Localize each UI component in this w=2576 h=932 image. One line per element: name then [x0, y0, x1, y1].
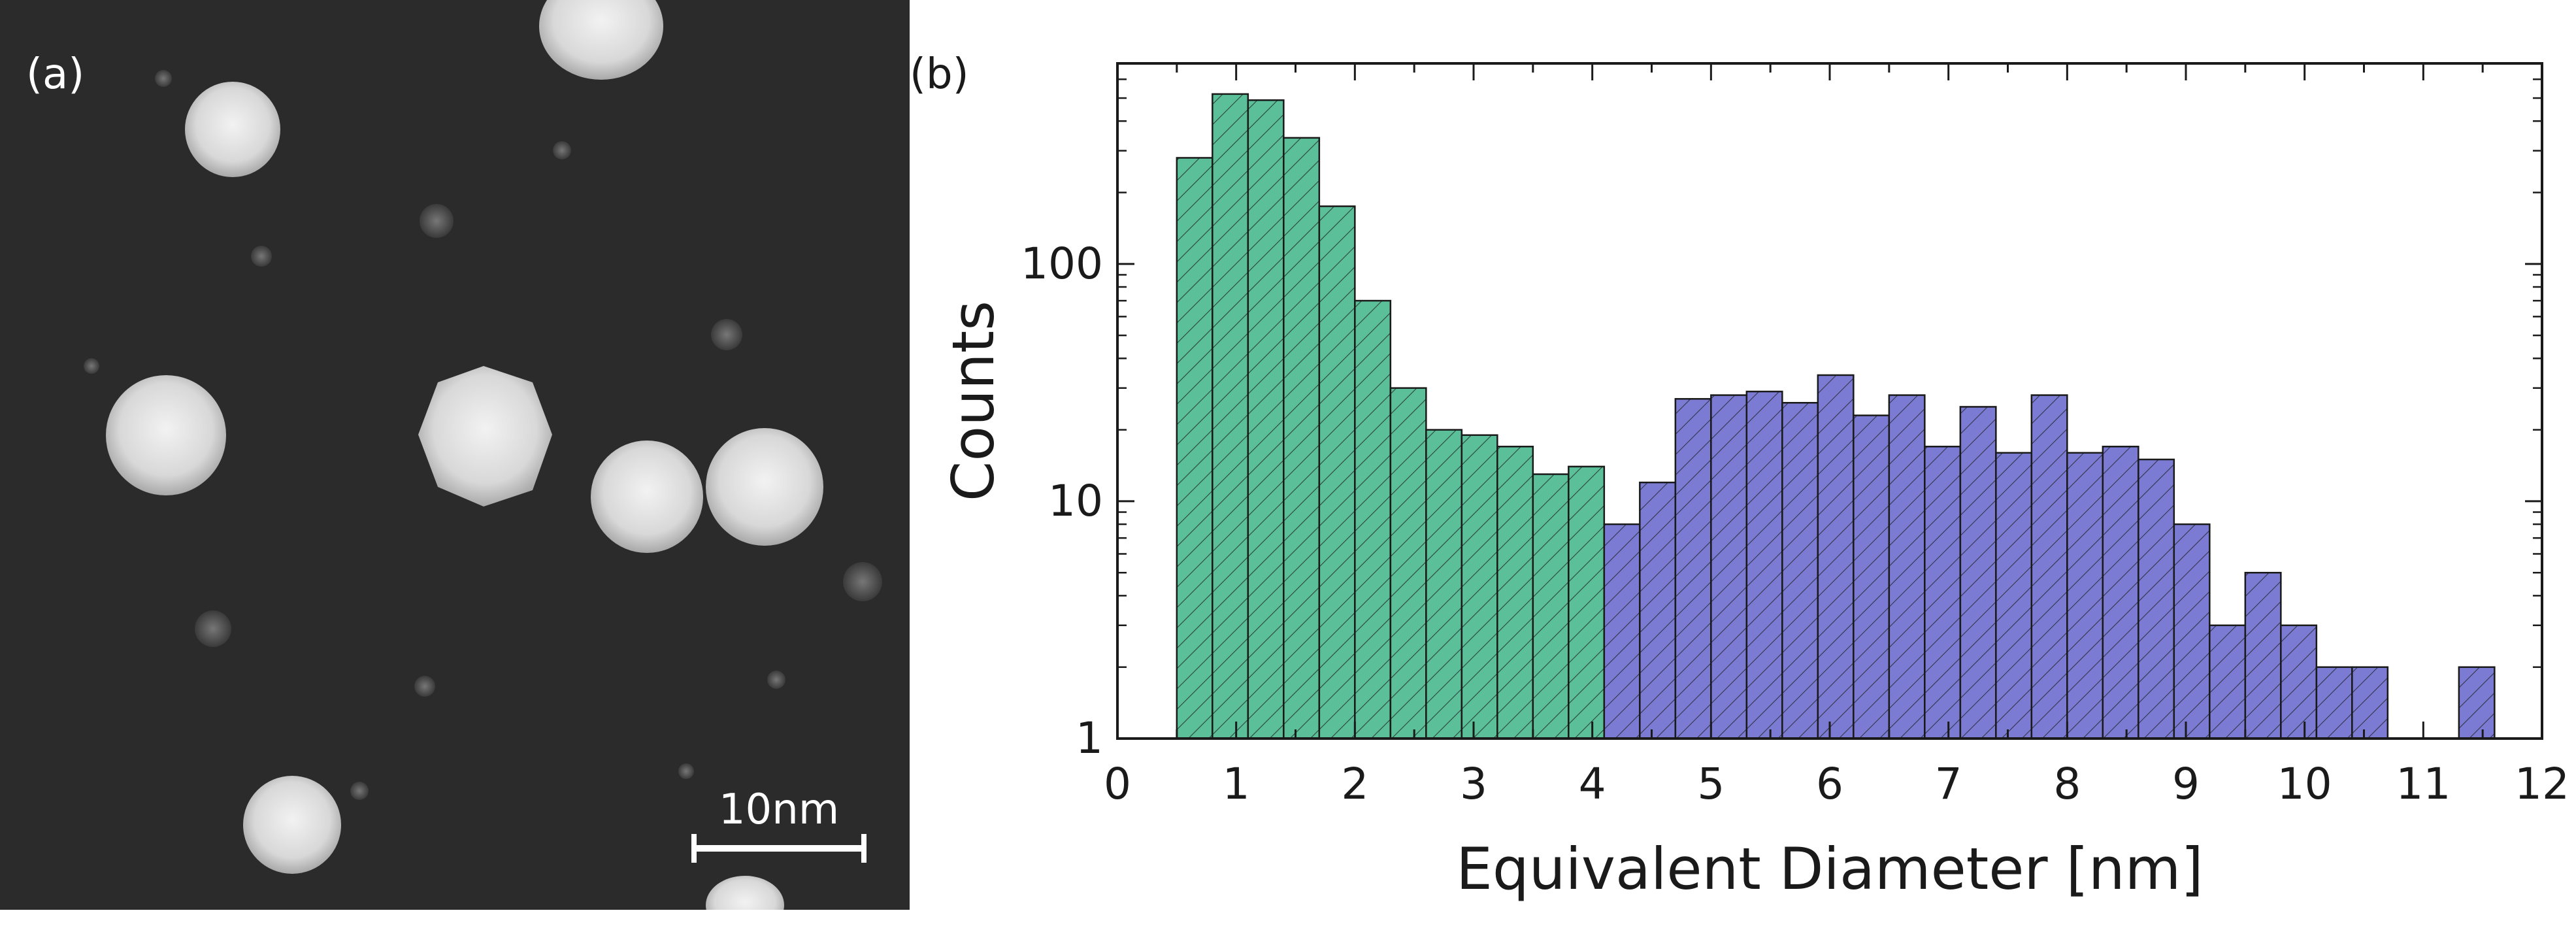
x-tick-label: 8: [2053, 759, 2081, 809]
x-tick-label: 3: [1460, 759, 1487, 809]
histogram-bar-hatch: [2066, 452, 2104, 740]
stem-image-panel: (a) 10nm: [0, 0, 910, 910]
histogram-bar-hatch: [1781, 402, 1819, 740]
histogram-bar-hatch: [1212, 93, 1249, 740]
histogram-bar-hatch: [1603, 523, 1641, 740]
x-tick-label: 12: [2515, 759, 2569, 809]
x-tick-label: 7: [1935, 759, 1962, 809]
histogram-bar-hatch: [1247, 99, 1285, 740]
nanoparticle: [591, 441, 703, 553]
histogram-bar-hatch: [1959, 406, 1997, 740]
histogram-bar-hatch: [1888, 394, 1926, 740]
cluster: [678, 763, 694, 779]
cluster: [420, 204, 454, 238]
histogram-bar-hatch: [1853, 414, 1891, 740]
histogram-bar-hatch: [1318, 205, 1356, 740]
x-tick-label: 6: [1816, 759, 1843, 809]
histogram-bar-hatch: [1568, 465, 1606, 740]
cluster: [251, 246, 272, 267]
x-tick-label: 4: [1579, 759, 1606, 809]
histogram-bar-hatch: [1496, 445, 1534, 740]
x-tick-label: 9: [2172, 759, 2200, 809]
histogram-bar-hatch: [2030, 394, 2068, 740]
histogram-bar-hatch: [1817, 374, 1855, 740]
histogram-bar-hatch: [1745, 390, 1783, 740]
x-tick-label: 11: [2396, 759, 2451, 809]
nanoparticles: [106, 0, 823, 910]
histogram-bar-hatch: [1176, 157, 1214, 740]
nanoparticle: [539, 0, 663, 80]
histogram-bar-hatch: [1639, 481, 1677, 740]
x-tick-label: 10: [2277, 759, 2332, 809]
y-tick-label: 100: [1021, 239, 1103, 289]
nanoparticle: [706, 428, 823, 546]
histogram-bar-hatch: [1710, 394, 1748, 740]
cluster: [843, 562, 882, 601]
nanoparticle: [243, 776, 341, 874]
histogram-bars: [1176, 93, 2496, 740]
x-axis-label: Equivalent Diameter [nm]: [1456, 835, 2203, 903]
nanoparticle: [185, 82, 280, 177]
histogram-bar-hatch: [2315, 666, 2353, 740]
y-tick-label: 1: [1076, 713, 1103, 763]
histogram-bar-hatch: [1461, 434, 1498, 740]
histogram-bar-hatch: [1532, 473, 1570, 740]
nanoparticle: [106, 375, 226, 495]
cluster: [553, 141, 571, 159]
cluster: [414, 676, 435, 697]
histogram-bar-hatch: [2458, 666, 2496, 740]
histogram-bar-hatch: [2280, 624, 2318, 740]
cluster: [195, 610, 231, 647]
y-axis-label: Counts: [940, 301, 1007, 501]
histogram-bar-hatch: [1389, 387, 1427, 740]
nanoparticle: [706, 876, 784, 910]
x-tick-label: 5: [1697, 759, 1725, 809]
histogram-bar-hatch: [2102, 445, 2139, 740]
histogram-bar-hatch: [1354, 299, 1392, 740]
histogram-bar-hatch: [2173, 523, 2211, 740]
histogram-bar-hatch: [1995, 452, 2033, 740]
histogram-bar-hatch: [1674, 398, 1712, 740]
histogram-bar-hatch: [2209, 624, 2247, 740]
small-clusters: [84, 70, 882, 800]
cluster: [155, 70, 172, 87]
histogram-bar-hatch: [2244, 571, 2282, 740]
histogram-bar-hatch: [1283, 137, 1321, 740]
histogram-bar-hatch: [2351, 666, 2389, 740]
x-tick-label: 2: [1341, 759, 1368, 809]
cluster: [711, 319, 742, 350]
histogram-bar-hatch: [1924, 445, 1962, 740]
histogram-bar-hatch: [1425, 429, 1463, 740]
histogram-bar-hatch: [2138, 458, 2175, 740]
cluster: [84, 358, 99, 374]
panel-b-label: (b): [910, 50, 969, 99]
cluster: [767, 671, 785, 689]
scale-bar-label: 10nm: [719, 786, 839, 834]
cluster: [350, 782, 369, 800]
panel-a-label: (a): [26, 50, 84, 99]
y-tick-label: 10: [1048, 476, 1103, 526]
x-tick-label: 1: [1223, 759, 1250, 809]
nanoparticle: [418, 366, 552, 507]
x-tick-label: 0: [1104, 759, 1131, 809]
